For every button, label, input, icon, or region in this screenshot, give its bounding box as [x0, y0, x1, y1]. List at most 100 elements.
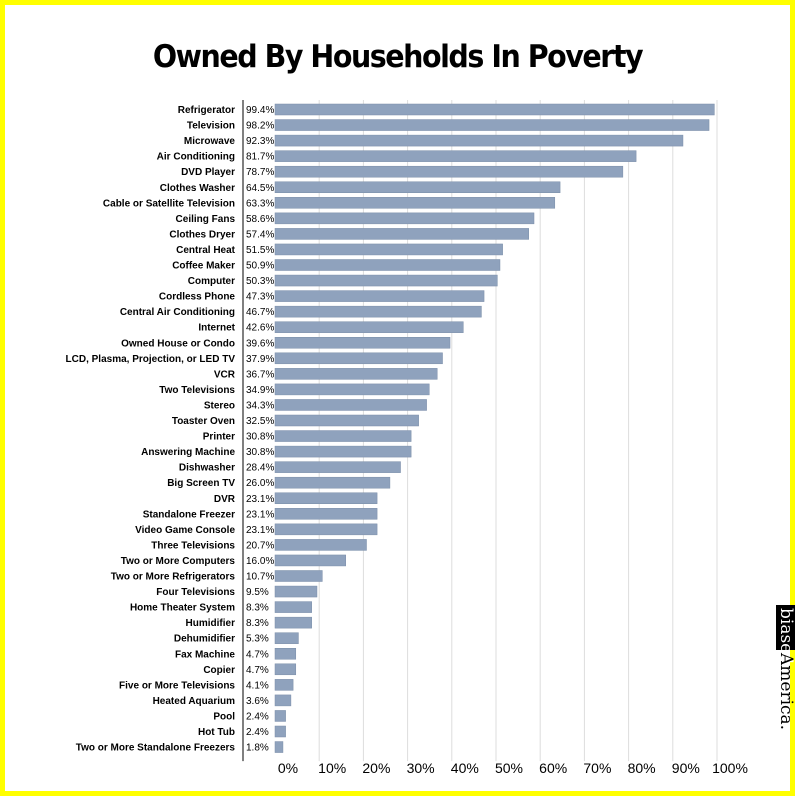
bar	[274, 508, 378, 520]
category-label: Clothes Washer	[160, 183, 235, 194]
category-label: Refrigerator	[178, 105, 235, 116]
x-tick-label: 40%	[451, 760, 479, 776]
bar	[274, 476, 391, 489]
value-label: 23.1%	[246, 494, 274, 505]
bar	[274, 663, 297, 676]
chart-frame: Owned By Households In Poverty Refrigera…	[5, 5, 795, 791]
value-label: 8.3%	[246, 618, 269, 629]
category-label: Air Conditioning	[157, 152, 235, 163]
value-label: 10.7%	[246, 572, 274, 583]
category-label: Owned House or Condo	[121, 338, 235, 349]
bar	[274, 228, 529, 240]
value-label: 26.0%	[246, 478, 274, 489]
value-label: 50.9%	[246, 261, 274, 272]
value-label: 58.6%	[246, 214, 274, 225]
bar	[274, 134, 684, 147]
bar	[274, 523, 378, 536]
category-label: Internet	[198, 323, 235, 334]
value-label: 1.8%	[246, 743, 269, 754]
category-label: Dehumidifier	[174, 634, 235, 645]
x-tick-label: 60%	[539, 760, 567, 776]
value-label: 2.4%	[246, 711, 269, 722]
x-tick-label: 0%	[278, 760, 298, 776]
category-label: Two Televisions	[159, 385, 235, 396]
bar	[274, 119, 710, 131]
category-label: Dishwasher	[179, 463, 235, 474]
value-label: 39.6%	[246, 338, 274, 349]
value-label: 34.3%	[246, 400, 274, 411]
bar	[274, 616, 312, 629]
bar	[274, 554, 346, 567]
value-label: 36.7%	[246, 369, 274, 380]
category-label: Ceiling Fans	[176, 214, 236, 225]
bars	[274, 103, 715, 753]
value-label: 42.6%	[246, 323, 274, 334]
value-label: 30.8%	[246, 432, 274, 443]
value-label: 47.3%	[246, 292, 274, 303]
value-label: 51.5%	[246, 245, 274, 256]
value-label: 4.7%	[246, 665, 269, 676]
category-label: DVR	[214, 494, 236, 505]
bar	[274, 197, 556, 209]
value-label: 30.8%	[246, 447, 274, 458]
category-label: Five or More Televisions	[119, 680, 235, 691]
bar	[274, 461, 401, 473]
bar	[274, 165, 624, 178]
value-labels: 99.4% 98.2% 92.3% 81.7% 78.7% 64.5% 63.3% 58.6%…	[246, 105, 274, 754]
bar	[274, 679, 294, 691]
bar	[274, 430, 412, 442]
value-label: 2.4%	[246, 727, 269, 738]
bar	[274, 725, 286, 738]
bar	[274, 337, 451, 349]
bar	[274, 150, 637, 162]
x-tick-label: 80%	[628, 760, 656, 776]
value-label: 23.1%	[246, 509, 274, 520]
category-label: Hot Tub	[198, 727, 235, 738]
value-label: 5.3%	[246, 634, 269, 645]
value-label: 32.5%	[246, 416, 274, 427]
category-label: Coffee Maker	[172, 261, 235, 272]
logo-black-box	[776, 605, 795, 650]
bar	[274, 368, 438, 380]
value-label: 92.3%	[246, 136, 274, 147]
x-tick-label: 30%	[407, 760, 435, 776]
category-label: Answering Machine	[141, 447, 235, 458]
bar	[274, 352, 443, 365]
x-tick-label: 50%	[495, 760, 523, 776]
category-label: Stereo	[204, 400, 235, 411]
value-label: 98.2%	[246, 121, 274, 132]
value-label: 20.7%	[246, 540, 274, 551]
category-label: Microwave	[184, 136, 236, 147]
category-label: Fax Machine	[175, 649, 235, 660]
value-label: 81.7%	[246, 152, 274, 163]
value-label: 34.9%	[246, 385, 274, 396]
bar	[274, 694, 292, 707]
category-label: Central Heat	[176, 245, 236, 256]
bar	[274, 585, 318, 598]
value-label: 50.3%	[246, 276, 274, 287]
value-label: 28.4%	[246, 463, 274, 474]
category-label: Two or More Standalone Freezers	[76, 743, 236, 754]
bar	[274, 648, 297, 660]
bar	[274, 414, 419, 427]
category-label: Video Game Console	[135, 525, 235, 536]
category-label: VCR	[214, 369, 236, 380]
category-label: Computer	[188, 276, 235, 287]
chart-title: Owned By Households In Poverty	[152, 39, 644, 75]
x-tick-label: 10%	[318, 760, 346, 776]
category-label: Standalone Freezer	[143, 509, 235, 520]
category-label: Two or More Computers	[121, 556, 236, 567]
bar	[274, 570, 323, 582]
value-label: 57.4%	[246, 229, 274, 240]
value-label: 16.0%	[246, 556, 274, 567]
category-label: Printer	[203, 432, 235, 443]
value-label: 23.1%	[246, 525, 274, 536]
category-label: Copier	[203, 665, 235, 676]
value-label: 4.1%	[246, 680, 269, 691]
value-label: 63.3%	[246, 198, 274, 209]
category-label: Two or More Refrigerators	[111, 572, 236, 583]
value-label: 46.7%	[246, 307, 274, 318]
value-label: 8.3%	[246, 603, 269, 614]
bar	[274, 305, 482, 318]
category-label: Clothes Dryer	[169, 229, 235, 240]
